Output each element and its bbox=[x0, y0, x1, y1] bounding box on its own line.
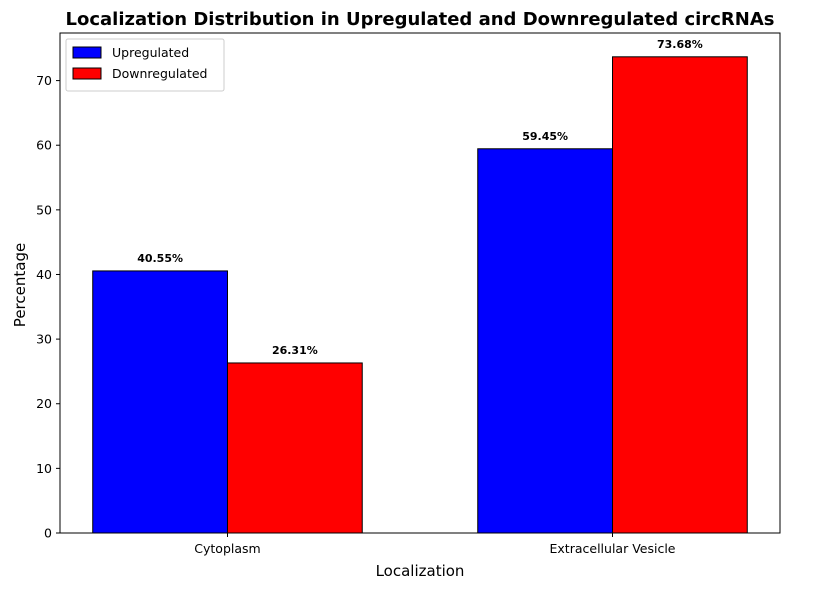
data-label: 73.68% bbox=[657, 38, 703, 51]
y-tick-label: 40 bbox=[36, 267, 52, 282]
y-tick-label: 50 bbox=[36, 202, 52, 217]
x-tick-label: Cytoplasm bbox=[194, 541, 260, 556]
y-tick-label: 20 bbox=[36, 396, 52, 411]
data-label: 59.45% bbox=[522, 130, 568, 143]
legend-label-upregulated: Upregulated bbox=[112, 45, 189, 60]
x-tick-label: Extracellular Vesicle bbox=[550, 541, 676, 556]
y-tick-label: 0 bbox=[44, 526, 52, 541]
legend-label-downregulated: Downregulated bbox=[112, 66, 208, 81]
legend-swatch-downregulated bbox=[72, 67, 102, 80]
bar-downregulated-extracellular-vesicle bbox=[612, 56, 748, 534]
plot-frame bbox=[59, 32, 781, 534]
y-tick-label: 60 bbox=[36, 138, 52, 153]
y-tick-label: 70 bbox=[36, 73, 52, 88]
x-axis-label: Localization bbox=[376, 562, 465, 580]
y-axis-ticks: 0 10 20 30 40 50 60 70 bbox=[36, 73, 60, 541]
y-tick-label: 30 bbox=[36, 332, 52, 347]
x-axis-ticks: Cytoplasm Extracellular Vesicle bbox=[194, 533, 676, 556]
bar-upregulated-cytoplasm bbox=[92, 270, 228, 534]
chart-title: Localization Distribution in Upregulated… bbox=[66, 9, 775, 30]
y-axis-label: Percentage bbox=[11, 243, 29, 327]
data-labels: 40.55% 59.45% 26.31% 73.68% bbox=[137, 38, 703, 357]
bars-layer bbox=[92, 56, 748, 534]
legend-box bbox=[65, 38, 225, 92]
bar-upregulated-extracellular-vesicle bbox=[477, 148, 614, 534]
data-label: 26.31% bbox=[272, 344, 318, 357]
data-label: 40.55% bbox=[137, 252, 183, 265]
legend: Upregulated Downregulated bbox=[65, 38, 225, 92]
legend-swatch-upregulated bbox=[72, 46, 102, 59]
bar-downregulated-cytoplasm bbox=[226, 362, 363, 534]
y-tick-label: 10 bbox=[36, 461, 52, 476]
